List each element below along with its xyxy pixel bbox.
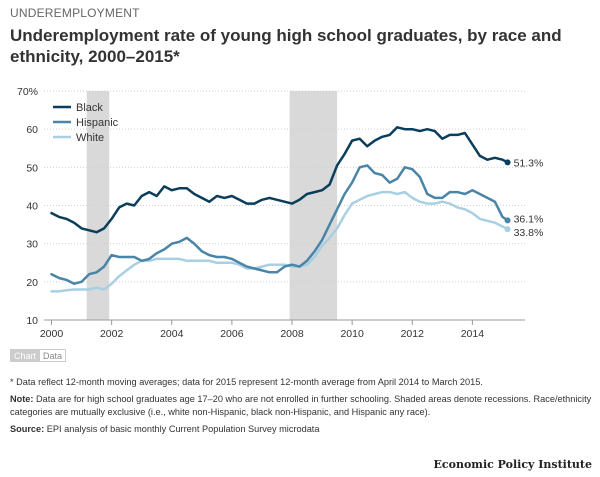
legend-label-hispanic: Hispanic bbox=[76, 117, 119, 129]
view-toggle: Chart Data bbox=[10, 349, 67, 362]
note-text: Data are for high school graduates age 1… bbox=[10, 394, 592, 417]
legend: Black Hispanic White bbox=[53, 102, 119, 144]
y-tick-label-60: 60 bbox=[26, 124, 38, 136]
series-end-point-black bbox=[504, 159, 511, 166]
x-tick-label-2010: 2010 bbox=[340, 328, 364, 340]
chart-toggle-button[interactable]: Chart bbox=[10, 349, 41, 362]
source-paragraph: Source: EPI analysis of basic monthly Cu… bbox=[10, 423, 595, 436]
end-label-black: 51.3% bbox=[514, 157, 544, 169]
chart-title: Underemployment rate of young high schoo… bbox=[10, 26, 562, 66]
note-paragraph: Note: Data are for high school graduates… bbox=[10, 393, 595, 419]
brand-logo: Economic Policy Institute bbox=[433, 458, 592, 471]
x-axis: 2000 2002 2004 2006 2008 2010 2012 2014 bbox=[40, 319, 525, 340]
source-text: EPI analysis of basic monthly Current Po… bbox=[44, 424, 320, 434]
recession-band-1 bbox=[86, 91, 110, 320]
x-tick-label-2004: 2004 bbox=[160, 328, 184, 340]
chart-kicker: UNDEREMPLOYMENT bbox=[10, 6, 140, 20]
chart-notes: * Data reflect 12-month moving averages;… bbox=[10, 376, 595, 440]
x-tick-label-2006: 2006 bbox=[220, 328, 244, 340]
y-tick-label-20: 20 bbox=[26, 277, 38, 289]
note-label: Note: bbox=[10, 394, 34, 404]
x-tick-label-2000: 2000 bbox=[40, 328, 64, 340]
end-labels: 51.3% 36.1% 33.8% bbox=[514, 157, 544, 239]
source-label: Source: bbox=[10, 424, 45, 434]
data-toggle-button[interactable]: Data bbox=[40, 349, 67, 362]
series-line-black bbox=[50, 126, 509, 234]
x-tick-label-2008: 2008 bbox=[280, 328, 304, 340]
legend-label-white: White bbox=[76, 132, 104, 144]
x-tick-label-2002: 2002 bbox=[100, 328, 124, 340]
x-tick-label-2014: 2014 bbox=[461, 328, 485, 340]
end-label-white: 33.8% bbox=[514, 227, 544, 239]
end-label-hispanic: 36.1% bbox=[514, 213, 544, 225]
series-line-white bbox=[50, 190, 509, 293]
series-end-point-hispanic bbox=[504, 217, 511, 224]
line-chart: 10 20 30 40 50 60 70% 2000 2002 2004 2006 2008 2010… bbox=[17, 86, 544, 340]
asterisk-note: * Data reflect 12-month moving averages;… bbox=[10, 377, 483, 387]
series-end-point-white bbox=[504, 226, 511, 233]
y-tick-label-30: 30 bbox=[26, 239, 38, 251]
series-lines bbox=[50, 126, 511, 293]
series-line-hispanic bbox=[50, 164, 509, 285]
y-tick-label-10: 10 bbox=[26, 315, 38, 327]
y-tick-label-40: 40 bbox=[26, 201, 38, 213]
y-tick-label-70: 70% bbox=[17, 86, 38, 98]
grid-lines bbox=[44, 90, 525, 283]
legend-label-black: Black bbox=[76, 102, 103, 114]
y-tick-label-50: 50 bbox=[26, 162, 38, 174]
y-axis-ticks: 10 20 30 40 50 60 70% bbox=[17, 86, 38, 327]
x-tick-label-2012: 2012 bbox=[401, 328, 425, 340]
